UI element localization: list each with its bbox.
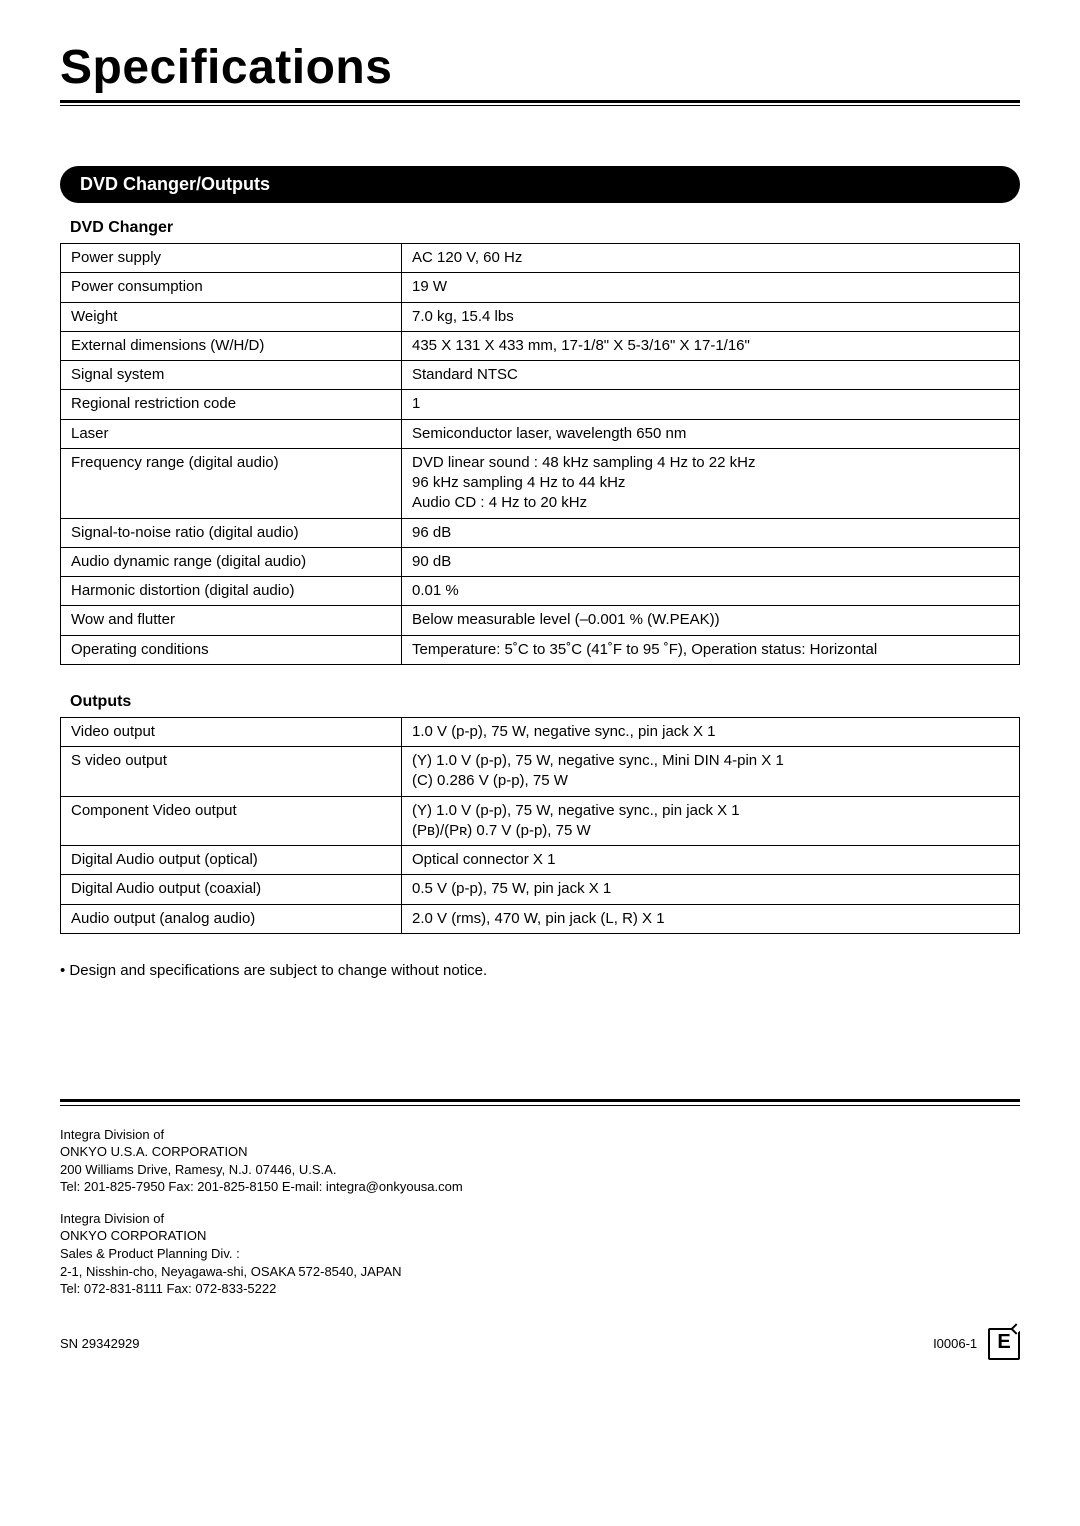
spec-value: Standard NTSC <box>402 361 1020 390</box>
table-row: Digital Audio output (coaxial)0.5 V (p-p… <box>61 875 1020 904</box>
spec-value: (Y) 1.0 V (p-p), 75 W, negative sync., p… <box>402 796 1020 846</box>
spec-value: DVD linear sound : 48 kHz sampling 4 Hz … <box>402 448 1020 518</box>
spec-label: Regional restriction code <box>61 390 402 419</box>
table-row: LaserSemiconductor laser, wavelength 650… <box>61 419 1020 448</box>
table-row: Signal-to-noise ratio (digital audio)96 … <box>61 518 1020 547</box>
spec-value: Semiconductor laser, wavelength 650 nm <box>402 419 1020 448</box>
spec-label: Weight <box>61 302 402 331</box>
table-row: External dimensions (W/H/D)435 X 131 X 4… <box>61 331 1020 360</box>
spec-value: Optical connector X 1 <box>402 846 1020 875</box>
spec-value: 19 W <box>402 273 1020 302</box>
spec-label: Harmonic distortion (digital audio) <box>61 577 402 606</box>
outputs-table: Video output1.0 V (p-p), 75 W, negative … <box>60 717 1020 934</box>
footer-usa: Integra Division of ONKYO U.S.A. CORPORA… <box>60 1126 1020 1196</box>
footer-addr: 200 Williams Drive, Ramesy, N.J. 07446, … <box>60 1161 1020 1179</box>
divider <box>60 1099 1020 1102</box>
spec-value: 7.0 kg, 15.4 lbs <box>402 302 1020 331</box>
serial-number: SN 29342929 <box>60 1336 140 1351</box>
doc-code: I0006-1 <box>933 1336 977 1351</box>
spec-label: Power consumption <box>61 273 402 302</box>
divider <box>60 105 1020 106</box>
spec-value: 435 X 131 X 433 mm, 17-1/8" X 5-3/16" X … <box>402 331 1020 360</box>
spec-label: Video output <box>61 717 402 746</box>
spec-value: (Y) 1.0 V (p-p), 75 W, negative sync., M… <box>402 747 1020 797</box>
spec-value: 90 dB <box>402 547 1020 576</box>
table-row: Weight7.0 kg, 15.4 lbs <box>61 302 1020 331</box>
table-row: Regional restriction code1 <box>61 390 1020 419</box>
spec-label: Operating conditions <box>61 635 402 664</box>
footer-tel: Tel: 201-825-7950 Fax: 201-825-8150 E-ma… <box>60 1178 1020 1196</box>
page-title: Specifications <box>60 40 1020 95</box>
table-row: Harmonic distortion (digital audio)0.01 … <box>61 577 1020 606</box>
spec-value: AC 120 V, 60 Hz <box>402 244 1020 273</box>
divider <box>60 1105 1020 1106</box>
spec-label: Digital Audio output (optical) <box>61 846 402 875</box>
spec-label: External dimensions (W/H/D) <box>61 331 402 360</box>
table-row: Video output1.0 V (p-p), 75 W, negative … <box>61 717 1020 746</box>
table-row: Power supplyAC 120 V, 60 Hz <box>61 244 1020 273</box>
footer-corp: ONKYO U.S.A. CORPORATION <box>60 1143 1020 1161</box>
footer-bottom: SN 29342929 I0006-1 E <box>60 1328 1020 1360</box>
footer-japan: Integra Division of ONKYO CORPORATION Sa… <box>60 1210 1020 1298</box>
spec-label: Power supply <box>61 244 402 273</box>
spec-label: Wow and flutter <box>61 606 402 635</box>
spec-value: Below measurable level (–0.001 % (W.PEAK… <box>402 606 1020 635</box>
spec-value: 2.0 V (rms), 470 W, pin jack (L, R) X 1 <box>402 904 1020 933</box>
table-row: Audio dynamic range (digital audio)90 dB <box>61 547 1020 576</box>
spec-value: 0.01 % <box>402 577 1020 606</box>
dvd-changer-table: Power supplyAC 120 V, 60 HzPower consump… <box>60 243 1020 665</box>
section-header-pill: DVD Changer/Outputs <box>60 166 1020 203</box>
spec-value: 1 <box>402 390 1020 419</box>
spec-label: Digital Audio output (coaxial) <box>61 875 402 904</box>
spec-label: Laser <box>61 419 402 448</box>
divider <box>60 100 1020 103</box>
table-row: Component Video output(Y) 1.0 V (p-p), 7… <box>61 796 1020 846</box>
footer-addr: 2-1, Nisshin-cho, Neyagawa-shi, OSAKA 57… <box>60 1263 1020 1281</box>
footer-div: Sales & Product Planning Div. : <box>60 1245 1020 1263</box>
table-row: Operating conditionsTemperature: 5˚C to … <box>61 635 1020 664</box>
spec-label: Audio dynamic range (digital audio) <box>61 547 402 576</box>
spec-label: Signal-to-noise ratio (digital audio) <box>61 518 402 547</box>
table-row: Audio output (analog audio)2.0 V (rms), … <box>61 904 1020 933</box>
e-badge-icon: E <box>988 1328 1020 1360</box>
table-row: Frequency range (digital audio)DVD linea… <box>61 448 1020 518</box>
footer-corp: ONKYO CORPORATION <box>60 1227 1020 1245</box>
spec-label: S video output <box>61 747 402 797</box>
table-row: Signal systemStandard NTSC <box>61 361 1020 390</box>
spec-label: Signal system <box>61 361 402 390</box>
table-row: Power consumption19 W <box>61 273 1020 302</box>
spec-value: 1.0 V (p-p), 75 W, negative sync., pin j… <box>402 717 1020 746</box>
footer-line: Integra Division of <box>60 1210 1020 1228</box>
footer-line: Integra Division of <box>60 1126 1020 1144</box>
spec-value: 0.5 V (p-p), 75 W, pin jack X 1 <box>402 875 1020 904</box>
note-text: • Design and specifications are subject … <box>60 962 1020 979</box>
footer-tel: Tel: 072-831-8111 Fax: 072-833-5222 <box>60 1280 1020 1298</box>
outputs-header: Outputs <box>70 693 1020 711</box>
spec-label: Frequency range (digital audio) <box>61 448 402 518</box>
spec-value: 96 dB <box>402 518 1020 547</box>
spec-value: Temperature: 5˚C to 35˚C (41˚F to 95 ˚F)… <box>402 635 1020 664</box>
table-row: Digital Audio output (optical)Optical co… <box>61 846 1020 875</box>
table-row: S video output(Y) 1.0 V (p-p), 75 W, neg… <box>61 747 1020 797</box>
spec-label: Component Video output <box>61 796 402 846</box>
table-row: Wow and flutterBelow measurable level (–… <box>61 606 1020 635</box>
spec-label: Audio output (analog audio) <box>61 904 402 933</box>
dvd-changer-header: DVD Changer <box>70 219 1020 237</box>
